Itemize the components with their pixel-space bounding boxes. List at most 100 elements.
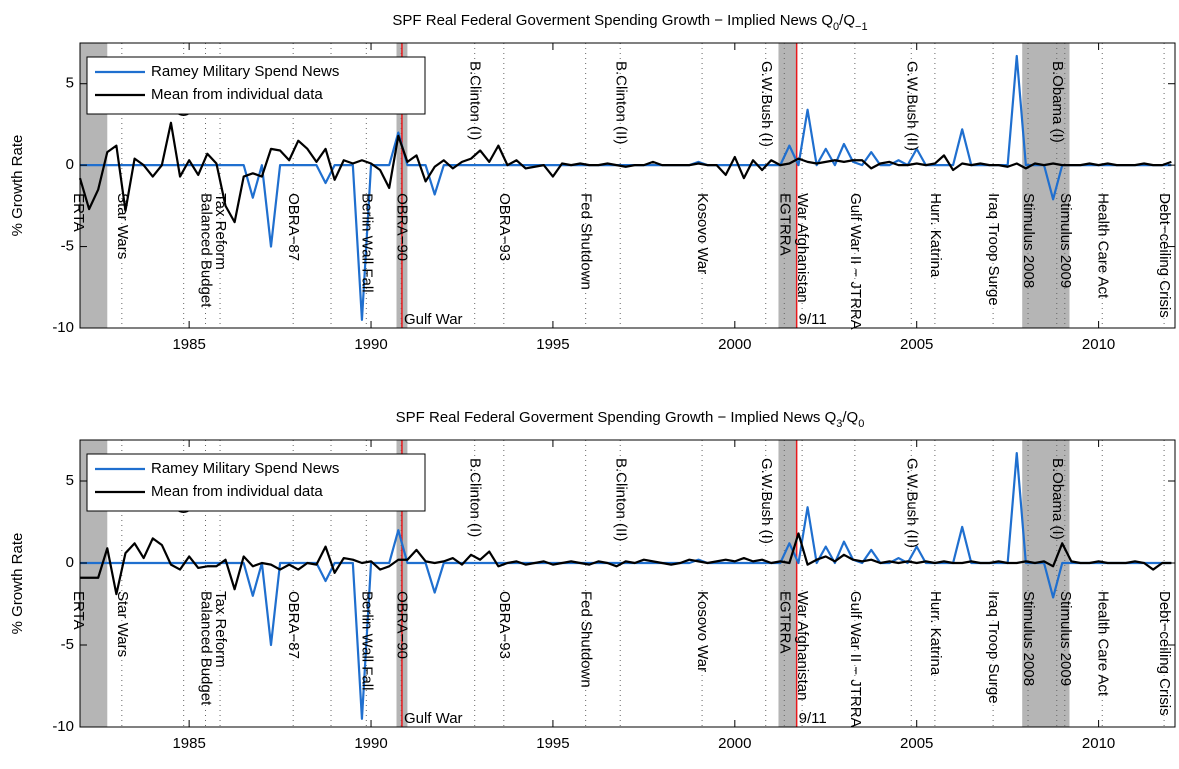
event-label: OBRA−93 xyxy=(496,591,513,659)
title-part: 3 xyxy=(836,418,842,430)
event-label: Star Wars xyxy=(114,193,131,259)
y-tick-label: -10 xyxy=(52,319,74,336)
event-label: Berlin Wall Fall xyxy=(358,591,375,690)
event-label: OBRA−90 xyxy=(393,591,410,659)
president-label: B.Clinton (II) xyxy=(612,61,629,144)
title-part: 0 xyxy=(858,418,864,430)
series-line xyxy=(78,121,1172,224)
title-part: SPF Real Federal Goverment Spending Grow… xyxy=(396,409,837,426)
legend-label: Mean from individual data xyxy=(151,86,323,103)
shock-label: Gulf War xyxy=(404,311,463,328)
event-label: Health Care Act xyxy=(1094,193,1111,299)
y-tick-label: 5 xyxy=(66,75,74,92)
x-tick-label: 1995 xyxy=(536,336,569,353)
legend-box xyxy=(86,453,426,512)
title-part: SPF Real Federal Goverment Spending Grow… xyxy=(392,12,833,29)
event-label: Gulf War II − JTRRA xyxy=(847,591,864,728)
y-tick-label: 0 xyxy=(66,554,74,571)
event-label: Stimulus 2008 xyxy=(1020,193,1037,288)
event-label: Gulf War II − JTRRA xyxy=(847,193,864,330)
event-label: Debt−ceiling Crisis xyxy=(1156,193,1173,318)
event-label: Debt−ceiling Crisis xyxy=(1156,591,1173,716)
x-tick-label: 1985 xyxy=(172,735,205,752)
y-tick-label: -10 xyxy=(52,718,74,735)
president-label: G.W.Bush (I) xyxy=(758,61,775,147)
y-tick-label: 0 xyxy=(66,156,74,173)
event-label: Iraq Troop Surge xyxy=(985,591,1002,704)
event-label: Star Wars xyxy=(114,591,131,657)
recession-band xyxy=(1022,43,1070,328)
title-part: /Q xyxy=(839,12,855,29)
event-label: Tax Reform xyxy=(212,193,229,270)
event-label: Berlin Wall Fall xyxy=(358,193,375,292)
event-label: EGTRRA xyxy=(776,591,793,654)
shock-label: 9/11 xyxy=(799,311,827,328)
plot-area xyxy=(80,440,1165,727)
x-tick-label: 2000 xyxy=(718,735,751,752)
event-label: EGTRRA xyxy=(776,193,793,256)
shock-label: Gulf War xyxy=(404,710,463,727)
recession-band xyxy=(778,440,797,727)
chart-title: SPF Real Federal Goverment Spending Grow… xyxy=(392,12,867,33)
event-label: War Afghanistan xyxy=(794,193,811,303)
chart-title: SPF Real Federal Goverment Spending Grow… xyxy=(396,409,865,430)
event-label: ERTA xyxy=(70,591,87,630)
y-tick-label: 5 xyxy=(66,472,74,489)
event-label: OBRA−87 xyxy=(285,591,302,659)
president-label: B.Obama (I) xyxy=(1049,458,1066,540)
y-axis-label: % Growth Rate xyxy=(9,135,26,237)
event-label: Stimulus 2008 xyxy=(1020,591,1037,686)
event-label: OBRA−93 xyxy=(496,193,513,261)
event-label: Stimulus 2009 xyxy=(1057,591,1074,686)
event-label: OBRA−87 xyxy=(285,193,302,261)
event-label: Kosovo War xyxy=(694,193,711,274)
president-label: G.W.Bush (II) xyxy=(903,458,920,548)
recession-band xyxy=(778,43,797,328)
legend-box xyxy=(86,56,426,115)
event-label: Hurr. Katrina xyxy=(927,591,944,676)
y-tick-label: -5 xyxy=(61,636,74,653)
president-label: B.Clinton (I) xyxy=(467,458,484,537)
event-label: OBRA−90 xyxy=(393,193,410,261)
event-label: Balanced Budget xyxy=(198,193,215,308)
title-part: 0 xyxy=(833,21,839,33)
axes-box xyxy=(79,42,1176,329)
recession-band xyxy=(1022,440,1070,727)
event-label: Fed Shutdown xyxy=(578,591,595,688)
event-label: Fed Shutdown xyxy=(578,193,595,290)
x-tick-label: 1990 xyxy=(354,336,387,353)
event-label: Hurr. Katrina xyxy=(927,193,944,278)
x-tick-label: 1985 xyxy=(172,336,205,353)
legend-label: Ramey Military Spend News xyxy=(151,63,339,80)
president-label: G.W.Bush (II) xyxy=(903,61,920,151)
event-label: Balanced Budget xyxy=(198,591,215,706)
event-label: ERTA xyxy=(70,193,87,232)
title-part: /Q xyxy=(842,409,858,426)
event-label: War Afghanistan xyxy=(794,591,811,701)
x-tick-label: 1995 xyxy=(536,735,569,752)
shock-label: 9/11 xyxy=(799,710,827,727)
x-tick-label: 2010 xyxy=(1082,336,1115,353)
president-label: B.Clinton (I) xyxy=(467,61,484,140)
event-label: Kosovo War xyxy=(694,591,711,672)
event-label: Tax Reform xyxy=(212,591,229,668)
axes-box xyxy=(79,439,1176,728)
y-axis-label: % Growth Rate xyxy=(9,533,26,635)
y-tick-label: -5 xyxy=(61,238,74,255)
x-tick-label: 2005 xyxy=(900,735,933,752)
series-line xyxy=(80,532,1172,596)
title-part: −1 xyxy=(855,21,868,33)
x-tick-label: 2010 xyxy=(1082,735,1115,752)
event-label: Iraq Troop Surge xyxy=(985,193,1002,306)
x-tick-label: 2005 xyxy=(900,336,933,353)
event-label: Stimulus 2009 xyxy=(1057,193,1074,288)
x-tick-label: 2000 xyxy=(718,336,751,353)
president-label: B.Obama (I) xyxy=(1049,61,1066,143)
president-label: G.W.Bush (I) xyxy=(758,458,775,544)
legend-label: Ramey Military Spend News xyxy=(151,460,339,477)
x-tick-label: 1990 xyxy=(354,735,387,752)
legend-label: Mean from individual data xyxy=(151,483,323,500)
president-label: B.Clinton (II) xyxy=(612,458,629,541)
event-label: Health Care Act xyxy=(1094,591,1111,697)
